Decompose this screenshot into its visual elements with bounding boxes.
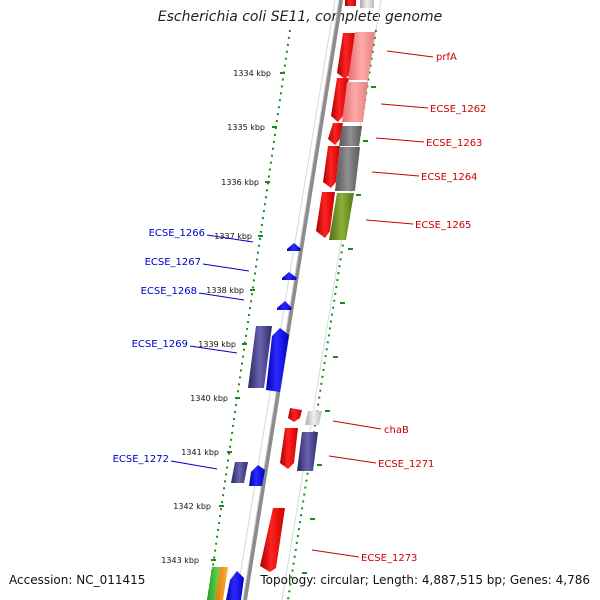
label-ECSE_1272[interactable]: ECSE_1272 [113,454,169,465]
gene-ECSE_1264-arrow[interactable] [323,146,340,188]
kbp-tick-group: 1334 kbp 1335 kbp 1336 kbp 1337 kbp 1338… [161,69,285,565]
gene-ECSE_1263-arrow[interactable] [328,123,343,145]
gene-ECSE_1268-arrow[interactable] [277,301,292,310]
reverse-cog-track [207,326,272,600]
reverse-strand-genes [226,243,301,600]
cog-chaB-box [305,411,322,425]
kbp-tick-label: 1342 kbp [173,502,211,511]
label-ECSE_1264[interactable]: ECSE_1264 [421,172,477,183]
kbp-tick-label: 1337 kbp [214,232,252,241]
gene-ECSE_1271-arrow[interactable] [280,428,298,469]
kbp-tick-label: 1339 kbp [198,340,236,349]
label-ECSE_1271[interactable]: ECSE_1271 [378,459,434,470]
kbp-tick-label: 1334 kbp [233,69,271,78]
cog-ECSE_1272-box [231,462,248,483]
kbp-tick-label: 1336 kbp [221,178,259,187]
cog-ECSE_1263-box [339,126,362,146]
label-ECSE_1262[interactable]: ECSE_1262 [430,104,486,115]
kbp-tick [280,72,285,74]
genome-backbone [243,0,343,600]
cog-prfA-box [360,0,374,8]
cog-bottom-orange-box [215,567,228,600]
kbp-tick [272,126,277,128]
ruler-inner [287,29,377,600]
label-prfA[interactable]: prfA [436,52,457,63]
kbp-tick [265,181,270,183]
cog-ECSE_1271-box [297,432,318,471]
label-chaB[interactable]: chaB [384,425,409,436]
genome-backbone-shine [242,0,340,600]
topology-text: Topology: circular; Length: 4,887,515 bp… [260,573,590,587]
cog-ECSE_1262-box [342,82,368,122]
label-ECSE_1267[interactable]: ECSE_1267 [145,257,201,268]
gene-ECSE_1267-arrow[interactable] [282,272,297,280]
kbp-tick [219,505,224,507]
gene-ECSE_1273-arrow[interactable] [260,508,285,572]
gene-ECSE_1266-arrow[interactable] [287,243,301,251]
cog-bottom-green-box [207,567,220,600]
label-ECSE_1266[interactable]: ECSE_1266 [149,228,205,239]
accession-text: Accession: NC_011415 [9,573,146,587]
forward-labels: prfA ECSE_1262 ECSE_1263 ECSE_1264 ECSE_… [311,50,486,564]
kbp-tick-label: 1343 kbp [161,556,199,565]
cog-track [297,0,375,471]
ruler-outer [207,29,291,600]
kbp-tick [227,451,232,453]
kbp-tick [258,235,263,237]
kbp-tick [250,289,255,291]
label-ECSE_1273[interactable]: ECSE_1273 [361,553,417,564]
gene-ECSE_1272-arrow[interactable] [249,465,265,486]
top-strip-partial [345,0,356,6]
label-ECSE_1269[interactable]: ECSE_1269 [132,339,188,350]
label-ECSE_1263[interactable]: ECSE_1263 [426,138,482,149]
kbp-tick [211,559,216,561]
gene-bottom-blue-arrow [226,571,244,600]
kbp-tick-label: 1335 kbp [227,123,265,132]
kbp-tick-label: 1341 kbp [181,448,219,457]
reverse-labels: ECSE_1266 ECSE_1267 ECSE_1268 ECSE_1269 … [113,228,254,470]
label-ECSE_1268[interactable]: ECSE_1268 [141,286,197,297]
cog-ECSE_1265-box [329,193,354,240]
cog-prfA-box [348,32,375,80]
kbp-tick [235,397,240,399]
kbp-tick-label: 1338 kbp [206,286,244,295]
gene-ECSE_1269-arrow[interactable] [266,328,289,392]
gene-ECSE_1262-arrow[interactable] [331,78,349,122]
label-ECSE_1265[interactable]: ECSE_1265 [415,220,471,231]
kbp-tick [242,343,247,345]
gene-chaB-arrow[interactable] [288,408,302,422]
cog-ECSE_1264-box [335,147,360,191]
map-title: Escherichia coli SE11, complete genome [157,9,443,25]
kbp-tick-label: 1340 kbp [190,394,228,403]
inner-ruler-ticks [302,86,376,574]
cog-ECSE_1269-box [248,326,272,388]
gene-ECSE_1265-arrow[interactable] [316,192,335,238]
